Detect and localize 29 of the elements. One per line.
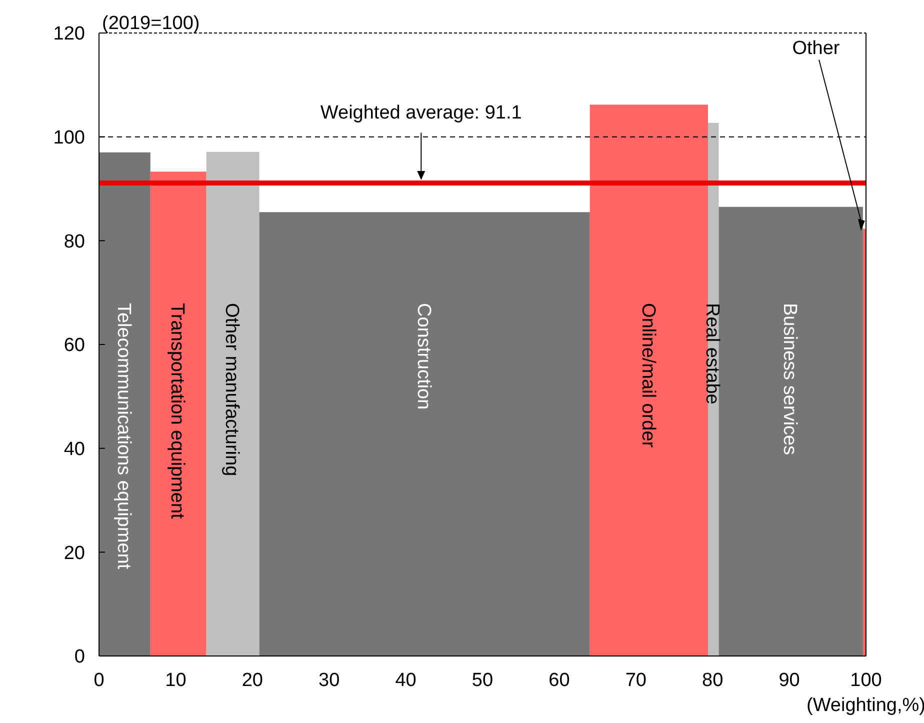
x-tick-label: 30 bbox=[318, 670, 340, 691]
x-tick-label: 20 bbox=[242, 670, 263, 691]
x-axis-title: (Weighting,%) bbox=[806, 695, 924, 716]
annotation: (2019=100) bbox=[102, 13, 200, 34]
x-tick-label: 70 bbox=[625, 670, 646, 691]
y-tick-label: 80 bbox=[64, 231, 85, 252]
series-label: Telecommunications equipment bbox=[113, 302, 134, 570]
series-label: Online/mail order bbox=[637, 302, 658, 448]
x-tick-label: 0 bbox=[94, 670, 104, 691]
series-label: Business services bbox=[779, 302, 800, 456]
y-tick-label: 0 bbox=[74, 646, 85, 668]
ref-line-label: Weighted average: 91.1 bbox=[320, 102, 522, 124]
x-tick-label: 10 bbox=[165, 670, 186, 691]
text: Other bbox=[792, 38, 840, 59]
y-tick-label: 120 bbox=[53, 24, 85, 45]
series-label: Transportation equipment bbox=[166, 302, 188, 520]
series-label: Construction bbox=[412, 302, 434, 410]
y-tick-label: 100 bbox=[53, 127, 85, 148]
y-tick-label: 20 bbox=[64, 542, 85, 564]
x-tick-label: 60 bbox=[548, 670, 570, 691]
x-tick-label: 80 bbox=[702, 670, 724, 691]
x-tick-label: 40 bbox=[395, 670, 416, 691]
x-tick-label: 90 bbox=[778, 670, 800, 691]
x-tick-label: 50 bbox=[472, 670, 494, 691]
series-label: Other manufacturing bbox=[221, 302, 242, 476]
y-tick-label: 40 bbox=[64, 438, 85, 460]
y-tick-label: 60 bbox=[64, 335, 85, 356]
x-tick-label: 100 bbox=[850, 670, 882, 691]
series-label: Real estabe bbox=[702, 302, 723, 404]
